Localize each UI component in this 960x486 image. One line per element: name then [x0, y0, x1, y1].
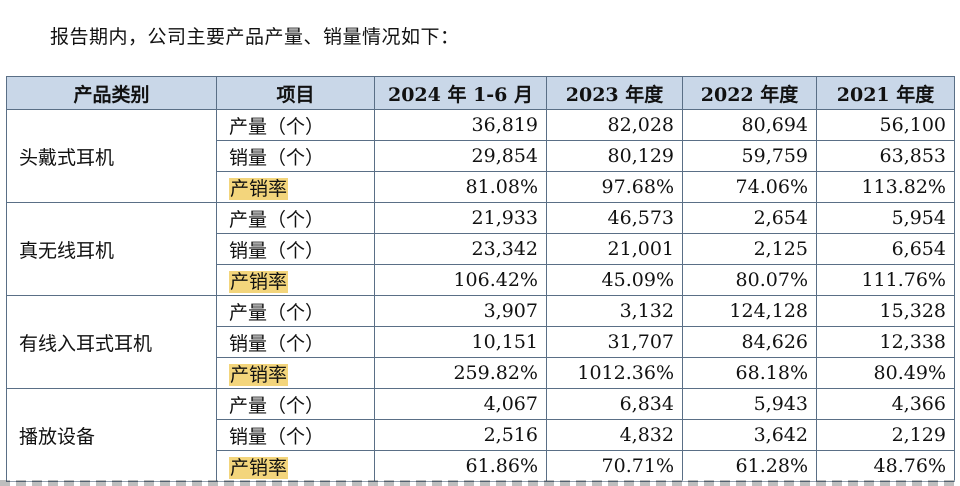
highlighted-label: 产销率: [229, 270, 289, 293]
table-row: 产销率 259.82% 1012.36% 68.18% 80.49%: [7, 357, 955, 389]
value-cell: 48.76%: [816, 450, 955, 482]
value-cell: 31,707: [546, 326, 683, 358]
item-cell: 销量（个）: [216, 140, 375, 172]
value-cell: 21,001: [546, 233, 683, 265]
value-cell: 1012.36%: [546, 357, 683, 389]
value-cell: 15,328: [816, 295, 955, 327]
item-cell: 销量（个）: [216, 233, 375, 265]
value-cell: 80,694: [682, 109, 817, 141]
value-cell: 45.09%: [546, 264, 683, 296]
header-2024h1: 2024 年 1-6 月: [374, 76, 547, 110]
item-cell: 销量（个）: [216, 326, 375, 358]
production-sales-table: 产品类别 项目 2024 年 1-6 月 2023 年度 2022 年度 202…: [6, 76, 955, 482]
value-cell: 84,626: [682, 326, 817, 358]
value-cell: 111.76%: [816, 264, 955, 296]
value-cell: 80,129: [546, 140, 683, 172]
item-cell: 产量（个）: [216, 109, 375, 141]
value-cell: 21,933: [374, 202, 547, 234]
table-row: 销量（个） 29,854 80,129 59,759 63,853: [7, 140, 955, 172]
value-cell: 12,338: [816, 326, 955, 358]
value-cell: 61.86%: [374, 450, 547, 482]
value-cell: 106.42%: [374, 264, 547, 296]
value-cell: 82,028: [546, 109, 683, 141]
value-cell: 4,366: [816, 388, 955, 420]
value-cell: 6,654: [816, 233, 955, 265]
value-cell: 61.28%: [682, 450, 817, 482]
value-cell: 46,573: [546, 202, 683, 234]
value-cell: 124,128: [682, 295, 817, 327]
item-cell: 销量（个）: [216, 419, 375, 451]
highlighted-label: 产销率: [229, 456, 289, 479]
value-cell: 4,832: [546, 419, 683, 451]
value-cell: 80.49%: [816, 357, 955, 389]
value-cell: 6,834: [546, 388, 683, 420]
item-cell: 产销率: [216, 357, 375, 389]
item-cell: 产销率: [216, 171, 375, 203]
table-row: 真无线耳机 产量（个） 21,933 46,573 2,654 5,954: [6, 202, 955, 296]
value-cell: 36,819: [374, 109, 547, 141]
table-row: 播放设备 产量（个） 4,067 6,834 5,943 4,366: [6, 388, 955, 482]
highlighted-label: 产销率: [229, 177, 289, 200]
value-cell: 56,100: [816, 109, 955, 141]
category-cell: 头戴式耳机: [6, 109, 217, 203]
value-cell: 70.71%: [546, 450, 683, 482]
value-cell: 97.68%: [546, 171, 683, 203]
value-cell: 81.08%: [374, 171, 547, 203]
value-cell: 4,067: [374, 388, 547, 420]
cropped-text-fragment: [0, 480, 960, 486]
table-row: 产销率 61.86% 70.71% 61.28% 48.76%: [7, 450, 955, 482]
value-cell: 2,125: [682, 233, 817, 265]
header-2021: 2021 年度: [816, 76, 955, 110]
header-2022: 2022 年度: [682, 76, 817, 110]
value-cell: 29,854: [374, 140, 547, 172]
value-cell: 113.82%: [816, 171, 955, 203]
value-cell: 74.06%: [682, 171, 817, 203]
table-row: 头戴式耳机 产量（个） 36,819 82,028 80,694 56,100: [6, 109, 955, 203]
highlighted-label: 产销率: [229, 363, 289, 386]
item-cell: 产量（个）: [216, 295, 375, 327]
value-cell: 23,342: [374, 233, 547, 265]
header-row: 产品类别 项目 2024 年 1-6 月 2023 年度 2022 年度 202…: [6, 76, 955, 110]
table-row: 有线入耳式耳机 产量（个） 3,907 3,132 124,128 15,328: [6, 295, 955, 389]
value-cell: 2,516: [374, 419, 547, 451]
value-cell: 259.82%: [374, 357, 547, 389]
value-cell: 3,907: [374, 295, 547, 327]
item-cell: 产量（个）: [216, 388, 375, 420]
value-cell: 3,132: [546, 295, 683, 327]
value-cell: 5,954: [816, 202, 955, 234]
value-cell: 3,642: [682, 419, 817, 451]
value-cell: 80.07%: [682, 264, 817, 296]
value-cell: 2,654: [682, 202, 817, 234]
item-cell: 产销率: [216, 264, 375, 296]
header-2023: 2023 年度: [546, 76, 683, 110]
item-cell: 产量（个）: [216, 202, 375, 234]
value-cell: 10,151: [374, 326, 547, 358]
category-cell: 有线入耳式耳机: [6, 295, 217, 389]
table-row: 销量（个） 2,516 4,832 3,642 2,129: [7, 419, 955, 451]
item-cell: 产销率: [216, 450, 375, 482]
value-cell: 68.18%: [682, 357, 817, 389]
header-category: 产品类别: [6, 76, 217, 110]
intro-text: 报告期内，公司主要产品产量、销量情况如下：: [50, 26, 460, 48]
category-cell: 播放设备: [6, 388, 217, 482]
value-cell: 59,759: [682, 140, 817, 172]
value-cell: 63,853: [816, 140, 955, 172]
table-row: 产销率 106.42% 45.09% 80.07% 111.76%: [7, 264, 955, 296]
category-cell: 真无线耳机: [6, 202, 217, 296]
header-item: 项目: [216, 76, 375, 110]
value-cell: 2,129: [816, 419, 955, 451]
value-cell: 5,943: [682, 388, 817, 420]
